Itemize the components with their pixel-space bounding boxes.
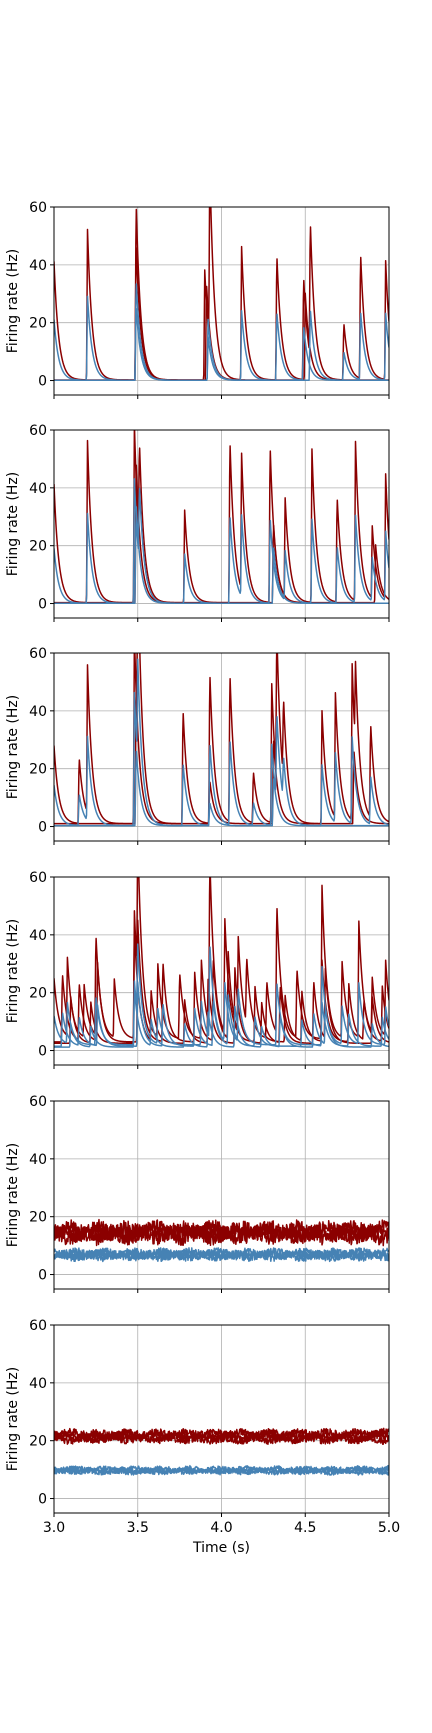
series-line [54, 877, 389, 1040]
y-ticks: 0 20 40 60 [29, 423, 54, 613]
y-tick-label: 0 [38, 597, 47, 613]
x-tick-label: 5.0 [378, 1520, 400, 1536]
series-line [54, 1224, 389, 1247]
y-tick-label: 20 [29, 539, 47, 555]
y-tick-label: 20 [29, 762, 47, 778]
y-axis-label: Firing rate (Hz) [5, 1367, 21, 1471]
series-group [54, 430, 389, 604]
y-tick-label: 20 [29, 986, 47, 1002]
panel-1: 0 20 40 60 Firing rate (Hz) [5, 200, 390, 399]
y-tick-label: 20 [29, 1210, 47, 1226]
x-ticks [53, 841, 390, 845]
y-tick-label: 60 [29, 1094, 47, 1110]
y-axis-label: Firing rate (Hz) [5, 1143, 21, 1247]
y-tick-label: 60 [29, 423, 47, 439]
panel-4: 0 20 40 60 Firing rate (Hz) [5, 870, 390, 1069]
panel-5: 0 20 40 60 Firing rate (Hz) [5, 1094, 390, 1293]
series-line [54, 1433, 389, 1446]
y-tick-label: 40 [29, 1152, 47, 1168]
y-tick-label: 40 [29, 928, 47, 944]
y-tick-label: 20 [29, 316, 47, 332]
y-tick-label: 60 [29, 646, 47, 662]
series-line [54, 1468, 389, 1476]
y-tick-label: 60 [29, 870, 47, 886]
series-line [54, 1250, 389, 1263]
y-ticks: 0 20 40 60 [29, 1318, 54, 1508]
y-axis-label: Firing rate (Hz) [5, 472, 21, 576]
y-ticks: 0 20 40 60 [29, 1094, 54, 1284]
series-line [54, 207, 389, 381]
y-tick-label: 40 [29, 1376, 47, 1392]
x-ticks [53, 618, 390, 622]
series-line [54, 658, 389, 827]
y-tick-label: 60 [29, 1318, 47, 1334]
y-ticks: 0 20 40 60 [29, 870, 54, 1060]
x-ticks [53, 395, 390, 399]
grid-lines [53, 206, 390, 395]
series-group [54, 1218, 389, 1263]
x-tick-label: 3.0 [43, 1520, 65, 1536]
x-tick-label: 4.5 [294, 1520, 316, 1536]
y-tick-label: 0 [38, 1044, 47, 1060]
series-group [54, 207, 389, 381]
y-tick-label: 0 [38, 374, 47, 390]
y-axis-label: Firing rate (Hz) [5, 919, 21, 1023]
y-tick-label: 0 [38, 1268, 47, 1284]
y-axis-label: Firing rate (Hz) [5, 695, 21, 799]
x-tick-label: 3.5 [127, 1520, 149, 1536]
x-axis-label: Time (s) [192, 1540, 250, 1556]
y-ticks: 0 20 40 60 [29, 200, 54, 390]
series-group [54, 1427, 389, 1476]
y-tick-label: 0 [38, 820, 47, 836]
y-tick-label: 60 [29, 200, 47, 216]
y-tick-label: 40 [29, 258, 47, 274]
series-line [54, 981, 389, 1047]
series-group [54, 877, 389, 1048]
series-line [54, 308, 389, 381]
x-ticks [53, 1065, 390, 1069]
y-tick-label: 20 [29, 1434, 47, 1450]
grid-lines [53, 1100, 390, 1289]
panel-3: 0 20 40 60 Firing rate (Hz) [5, 646, 390, 845]
series-line [54, 653, 389, 825]
y-tick-label: 40 [29, 481, 47, 497]
x-tick-label: 4.0 [210, 1520, 232, 1536]
series-line [54, 750, 389, 827]
series-line [54, 506, 389, 604]
panel-2: 0 20 40 60 Firing rate (Hz) [5, 423, 390, 622]
y-tick-label: 40 [29, 704, 47, 720]
y-axis-label: Firing rate (Hz) [5, 249, 21, 353]
series-line [54, 1427, 389, 1440]
series-line [54, 919, 389, 1043]
panel-6: 0 20 40 60 Firing rate (Hz) 3.0 3.5 4.0 4.5 5.0 Ti… [5, 1318, 400, 1556]
y-ticks: 0 20 40 60 [29, 646, 54, 836]
y-tick-label: 0 [38, 1492, 47, 1508]
series-line [54, 988, 389, 1048]
x-ticks [53, 1289, 390, 1293]
series-line [54, 943, 389, 1046]
series-line [54, 696, 389, 825]
grid-lines [53, 1324, 390, 1513]
series-group [54, 653, 389, 827]
x-ticks: 3.0 3.5 4.0 4.5 5.0 [43, 1513, 400, 1536]
